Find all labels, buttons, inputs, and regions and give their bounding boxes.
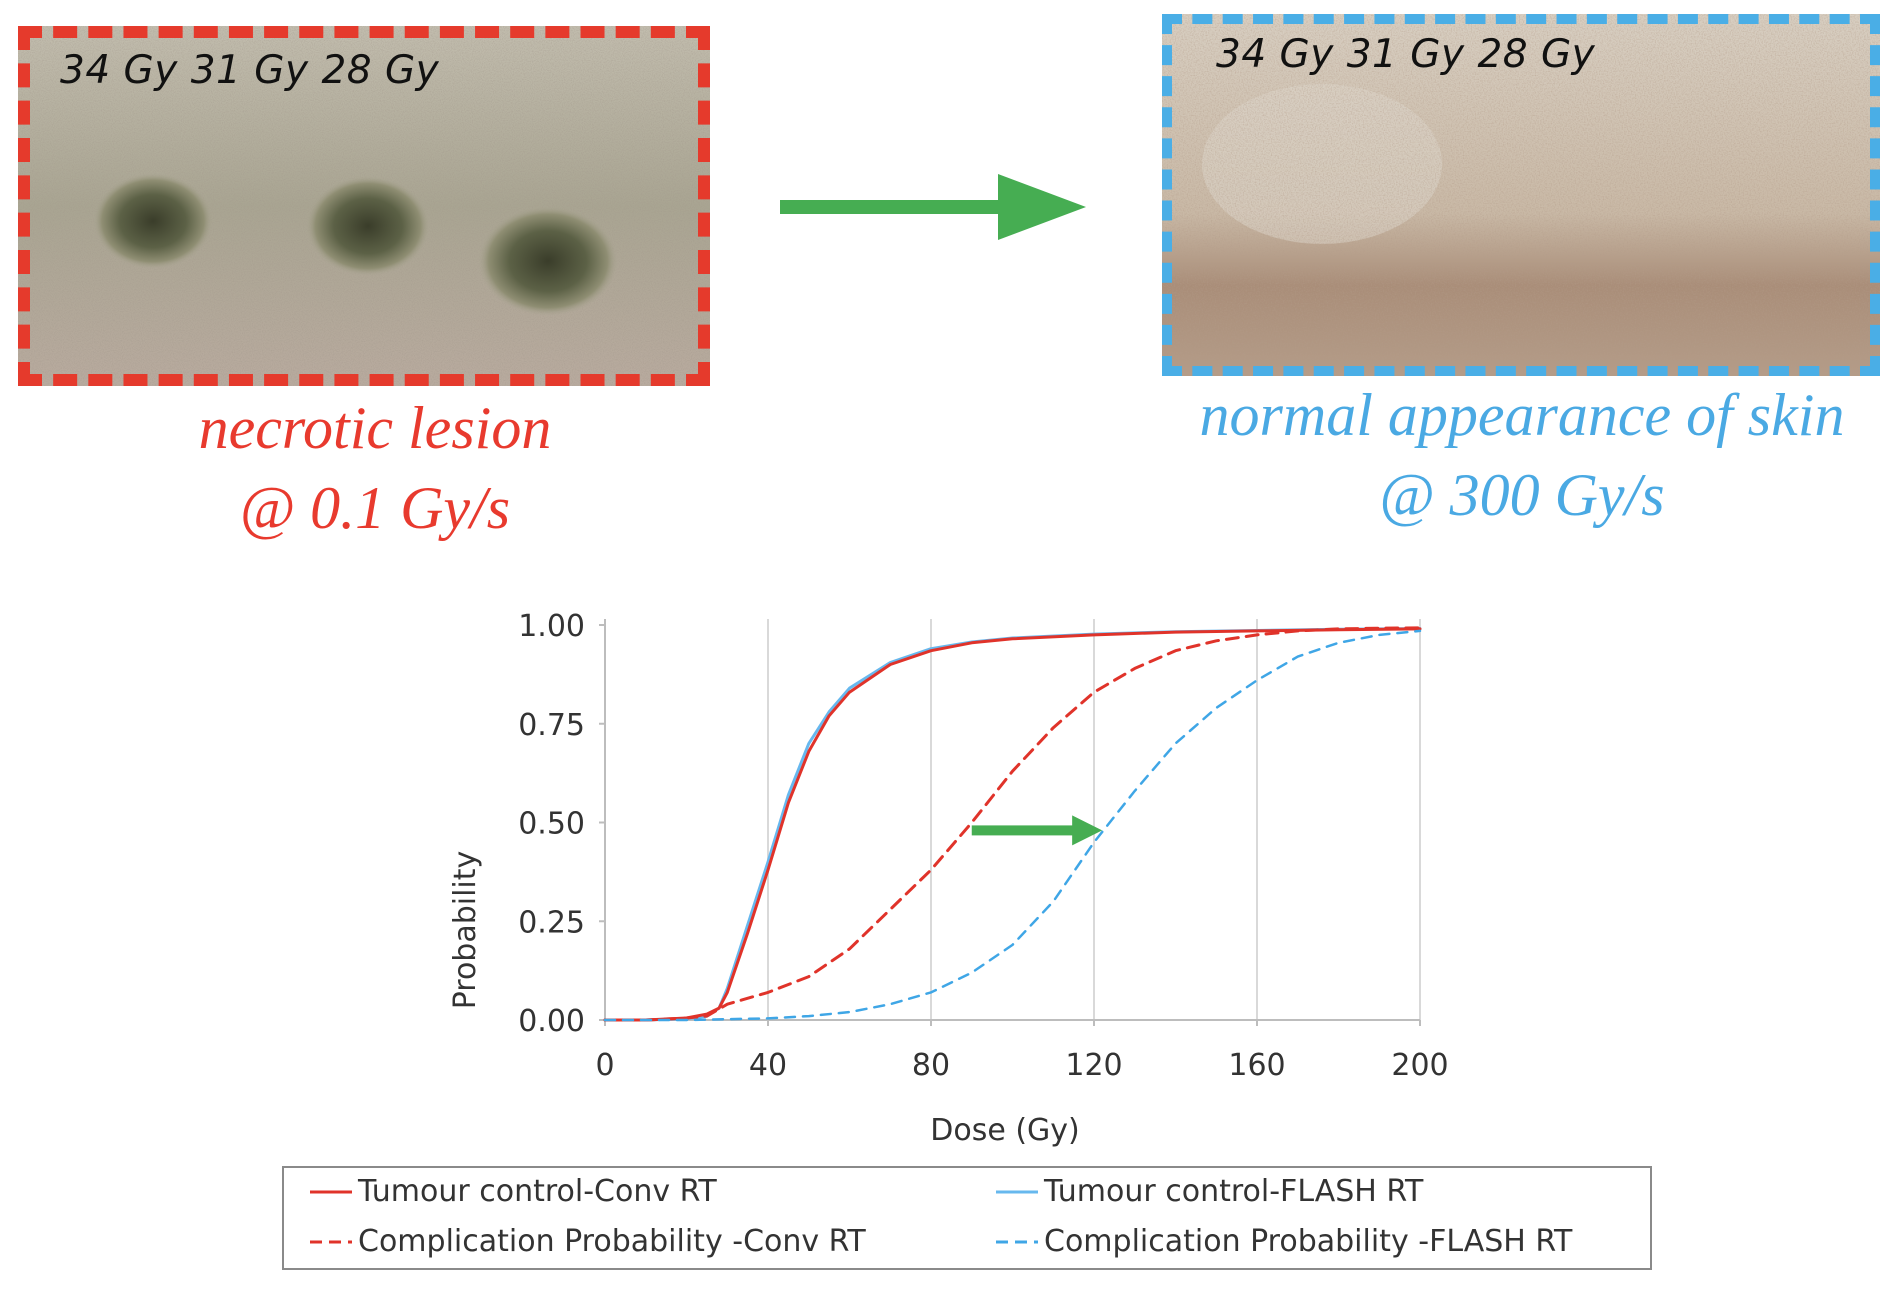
caption-flash: normal appearance of skin @ 300 Gy/s (1122, 375, 1898, 535)
frame-conventional (18, 26, 710, 386)
legend-swatch-complication-flash (996, 1240, 1038, 1243)
x-tick-label: 200 (1391, 1048, 1448, 1083)
skin-photo-flash (1162, 14, 1880, 376)
y-tick-label: 0.50 (518, 807, 585, 842)
dose-probability-chart: 0 40 80 120 160 200 0.00 0.25 0.50 0.75 1.00 Dose … (448, 609, 1449, 1148)
y-tick-label: 1.00 (518, 609, 585, 644)
series-tumour-flash (603, 627, 1422, 1022)
annotations (971, 815, 1103, 846)
caption-flash-line2: @ 300 Gy/s (1379, 462, 1665, 528)
skin-texture-conventional (18, 26, 710, 386)
right-arrow-icon (780, 174, 1086, 240)
x-tick-label: 40 (749, 1048, 787, 1083)
axes: 0 40 80 120 160 200 0.00 0.25 0.50 0.75 1.00 (518, 609, 1448, 1083)
y-axis-label: Probability (448, 851, 483, 1010)
x-tick-label: 0 (595, 1048, 614, 1083)
caption-flash-line1: normal appearance of skin (1199, 382, 1845, 448)
dose-labels-conventional: 34 Gy 31 Gy 28 Gy (60, 48, 440, 93)
skin-texture-flash (1162, 14, 1880, 376)
series (603, 626, 1422, 1022)
chart-legend: Tumour control-Conv RT Tumour control-FL… (282, 1166, 1652, 1270)
x-axis-label: Dose (Gy) (930, 1113, 1080, 1148)
skin-photo-conventional (18, 26, 710, 386)
grid (767, 619, 1421, 1020)
legend-label-complication-flash: Complication Probability -FLASH RT (1044, 1224, 1573, 1259)
legend-swatch-tumour-flash (996, 1190, 1038, 1193)
lesion-1 (93, 173, 213, 269)
series-complication-flash (603, 629, 1422, 1022)
legend-label-tumour-flash: Tumour control-FLASH RT (1044, 1174, 1424, 1209)
caption-conventional: necrotic lesion @ 0.1 Gy/s (0, 388, 750, 548)
shift-arrow-shaft (971, 825, 1077, 836)
legend-swatch-tumour-conv (310, 1190, 352, 1193)
legend-item-complication-flash: Complication Probability -FLASH RT (994, 1224, 1572, 1259)
series-tumour-conv (603, 627, 1422, 1022)
lesion-2 (306, 176, 430, 276)
caption-conventional-line2: @ 0.1 Gy/s (239, 475, 511, 541)
y-tick-label: 0.75 (518, 708, 585, 743)
legend-item-tumour-flash: Tumour control-FLASH RT (994, 1174, 1423, 1209)
legend-swatch-complication-conv (310, 1240, 352, 1243)
shift-arrow-icon (1072, 815, 1103, 846)
lesion-3 (478, 206, 618, 316)
x-tick-label: 120 (1065, 1048, 1122, 1083)
legend-label-complication-conv: Complication Probability -Conv RT (358, 1224, 866, 1259)
frame-flash (1162, 14, 1880, 376)
x-tick-label: 160 (1228, 1048, 1285, 1083)
x-tick-label: 80 (912, 1048, 950, 1083)
legend-item-complication-conv: Complication Probability -Conv RT (308, 1224, 866, 1259)
legend-label-tumour-conv: Tumour control-Conv RT (358, 1174, 717, 1209)
caption-conventional-line1: necrotic lesion (198, 395, 552, 461)
legend-item-tumour-conv: Tumour control-Conv RT (308, 1174, 717, 1209)
dose-labels-flash: 34 Gy 31 Gy 28 Gy (1216, 32, 1596, 77)
y-tick-label: 0.25 (518, 905, 585, 940)
series-complication-conv (603, 626, 1422, 1022)
y-tick-label: 0.00 (518, 1004, 585, 1039)
